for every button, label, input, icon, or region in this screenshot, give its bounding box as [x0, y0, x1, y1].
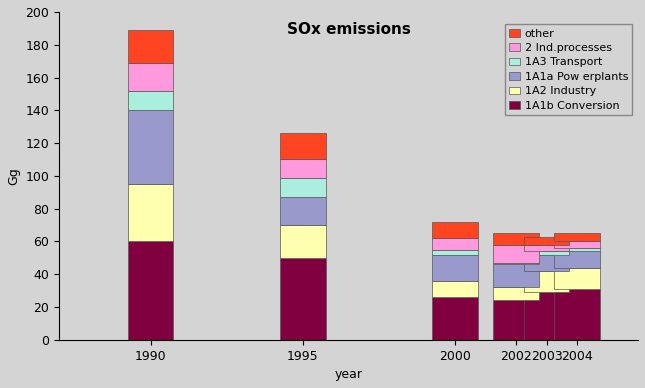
Bar — [554, 248, 600, 251]
Bar — [128, 241, 174, 340]
X-axis label: year: year — [335, 368, 362, 381]
Text: SOx emissions: SOx emissions — [286, 22, 410, 37]
Bar — [280, 159, 326, 177]
Bar — [554, 268, 600, 289]
Bar — [554, 251, 600, 268]
Bar — [432, 222, 478, 238]
Bar — [554, 289, 600, 340]
Bar — [280, 133, 326, 159]
Bar — [493, 245, 539, 263]
Bar — [128, 30, 174, 63]
Bar — [524, 292, 570, 340]
Bar — [524, 255, 570, 271]
Bar — [280, 258, 326, 340]
Bar — [128, 91, 174, 110]
Bar — [432, 281, 478, 297]
Bar — [432, 297, 478, 340]
Bar — [493, 300, 539, 340]
Legend: other, 2 Ind.processes, 1A3 Transport, 1A1a Pow erplants, 1A2 Industry, 1A1b Con: other, 2 Ind.processes, 1A3 Transport, 1… — [504, 24, 633, 115]
Bar — [524, 251, 570, 255]
Bar — [554, 233, 600, 241]
Bar — [493, 288, 539, 300]
Bar — [432, 255, 478, 281]
Bar — [128, 184, 174, 241]
Bar — [280, 177, 326, 197]
Bar — [128, 110, 174, 184]
Bar — [524, 271, 570, 292]
Bar — [493, 264, 539, 288]
Bar — [432, 249, 478, 255]
Bar — [432, 238, 478, 249]
Bar — [280, 197, 326, 225]
Bar — [128, 63, 174, 91]
Y-axis label: Gg: Gg — [7, 167, 20, 185]
Bar — [493, 263, 539, 264]
Bar — [524, 237, 570, 245]
Bar — [524, 245, 570, 251]
Bar — [554, 241, 600, 248]
Bar — [493, 233, 539, 245]
Bar — [280, 225, 326, 258]
